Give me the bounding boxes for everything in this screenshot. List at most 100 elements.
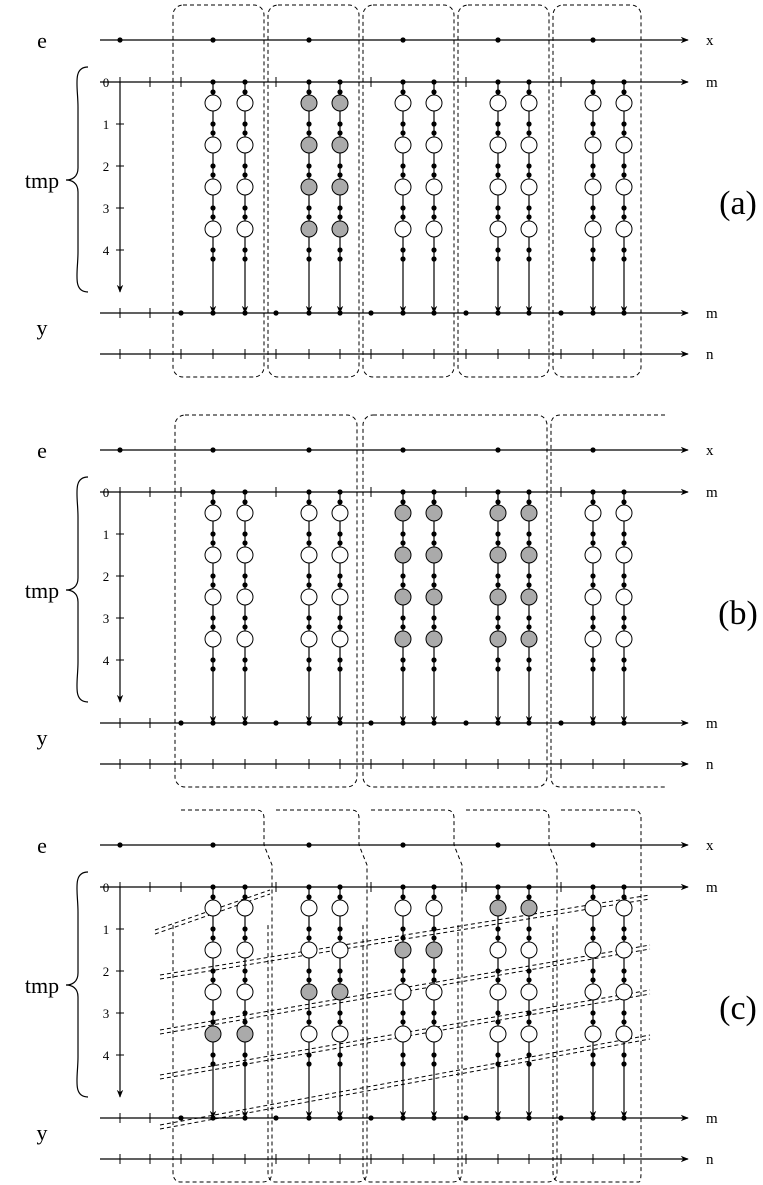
node	[489, 1025, 507, 1043]
top-dot	[621, 489, 627, 495]
top-dot	[590, 489, 596, 495]
top-dot	[621, 79, 627, 85]
node	[425, 1025, 443, 1043]
column	[394, 489, 412, 724]
small-dot	[431, 624, 437, 630]
small-dot	[621, 666, 627, 672]
node	[425, 94, 443, 112]
axis-label-n: n	[706, 1152, 714, 1168]
small-dot	[431, 172, 437, 178]
small-dot	[242, 499, 248, 505]
tile	[457, 4, 550, 378]
small-dot	[431, 1061, 437, 1067]
small-dot	[242, 163, 248, 169]
node	[615, 588, 633, 606]
small-dot	[306, 657, 312, 663]
node	[425, 983, 443, 1001]
small-dot	[621, 968, 627, 974]
top-dot	[400, 489, 406, 495]
tmp-tick-label: 4	[103, 243, 110, 258]
e-dot	[306, 37, 312, 43]
e-dot	[306, 447, 312, 453]
small-dot	[400, 1052, 406, 1058]
small-dot	[306, 1019, 312, 1025]
small-dot	[590, 163, 596, 169]
small-dot	[495, 130, 501, 136]
small-dot	[337, 214, 343, 220]
small-dot	[210, 657, 216, 663]
small-dot	[526, 499, 532, 505]
small-dot	[526, 247, 532, 253]
small-dot	[431, 163, 437, 169]
node	[425, 899, 443, 917]
column	[489, 884, 507, 1119]
node	[584, 178, 602, 196]
small-dot	[242, 1052, 248, 1058]
small-dot	[495, 172, 501, 178]
top-dot	[306, 884, 312, 890]
small-dot	[306, 130, 312, 136]
small-dot	[400, 205, 406, 211]
row-label-e: e	[37, 28, 47, 53]
shaded-node	[236, 1025, 254, 1043]
node	[425, 136, 443, 154]
y-dot	[590, 310, 596, 316]
small-dot	[431, 573, 437, 579]
small-dot	[242, 894, 248, 900]
small-dot	[400, 1010, 406, 1016]
node	[425, 178, 443, 196]
column	[425, 884, 443, 1119]
y-dot	[368, 720, 374, 726]
small-dot	[210, 582, 216, 588]
top-dot	[621, 884, 627, 890]
tile	[552, 809, 642, 1183]
small-dot	[431, 968, 437, 974]
y-dot	[495, 1115, 501, 1121]
y-dot	[242, 720, 248, 726]
small-dot	[590, 573, 596, 579]
small-dot	[495, 935, 501, 941]
node	[615, 1025, 633, 1043]
node	[300, 588, 318, 606]
small-dot	[337, 256, 343, 262]
e-dot	[495, 37, 501, 43]
node	[300, 504, 318, 522]
small-dot	[306, 666, 312, 672]
e-dot	[306, 842, 312, 848]
y-dot	[495, 720, 501, 726]
small-dot	[242, 130, 248, 136]
small-dot	[400, 624, 406, 630]
small-dot	[590, 121, 596, 127]
node	[204, 899, 222, 917]
small-dot	[400, 935, 406, 941]
small-dot	[590, 666, 596, 672]
small-dot	[590, 615, 596, 621]
column	[300, 79, 318, 314]
small-dot	[621, 214, 627, 220]
small-dot	[337, 582, 343, 588]
small-dot	[337, 624, 343, 630]
shaded-node	[425, 941, 443, 959]
small-dot	[306, 615, 312, 621]
tmp-tick-label: 3	[103, 1006, 110, 1021]
small-dot	[621, 499, 627, 505]
small-dot	[590, 214, 596, 220]
small-dot	[526, 894, 532, 900]
small-dot	[337, 89, 343, 95]
row-label-e: e	[37, 833, 47, 858]
y-dot	[242, 1115, 248, 1121]
node	[204, 588, 222, 606]
small-dot	[431, 89, 437, 95]
small-dot	[526, 163, 532, 169]
small-dot	[590, 1052, 596, 1058]
small-dot	[400, 657, 406, 663]
node	[584, 1025, 602, 1043]
column	[520, 884, 538, 1119]
column	[615, 884, 633, 1119]
small-dot	[526, 926, 532, 932]
column	[204, 79, 222, 314]
y-dot	[178, 1115, 184, 1121]
y-dot	[306, 1115, 312, 1121]
small-dot	[526, 205, 532, 211]
small-dot	[495, 247, 501, 253]
